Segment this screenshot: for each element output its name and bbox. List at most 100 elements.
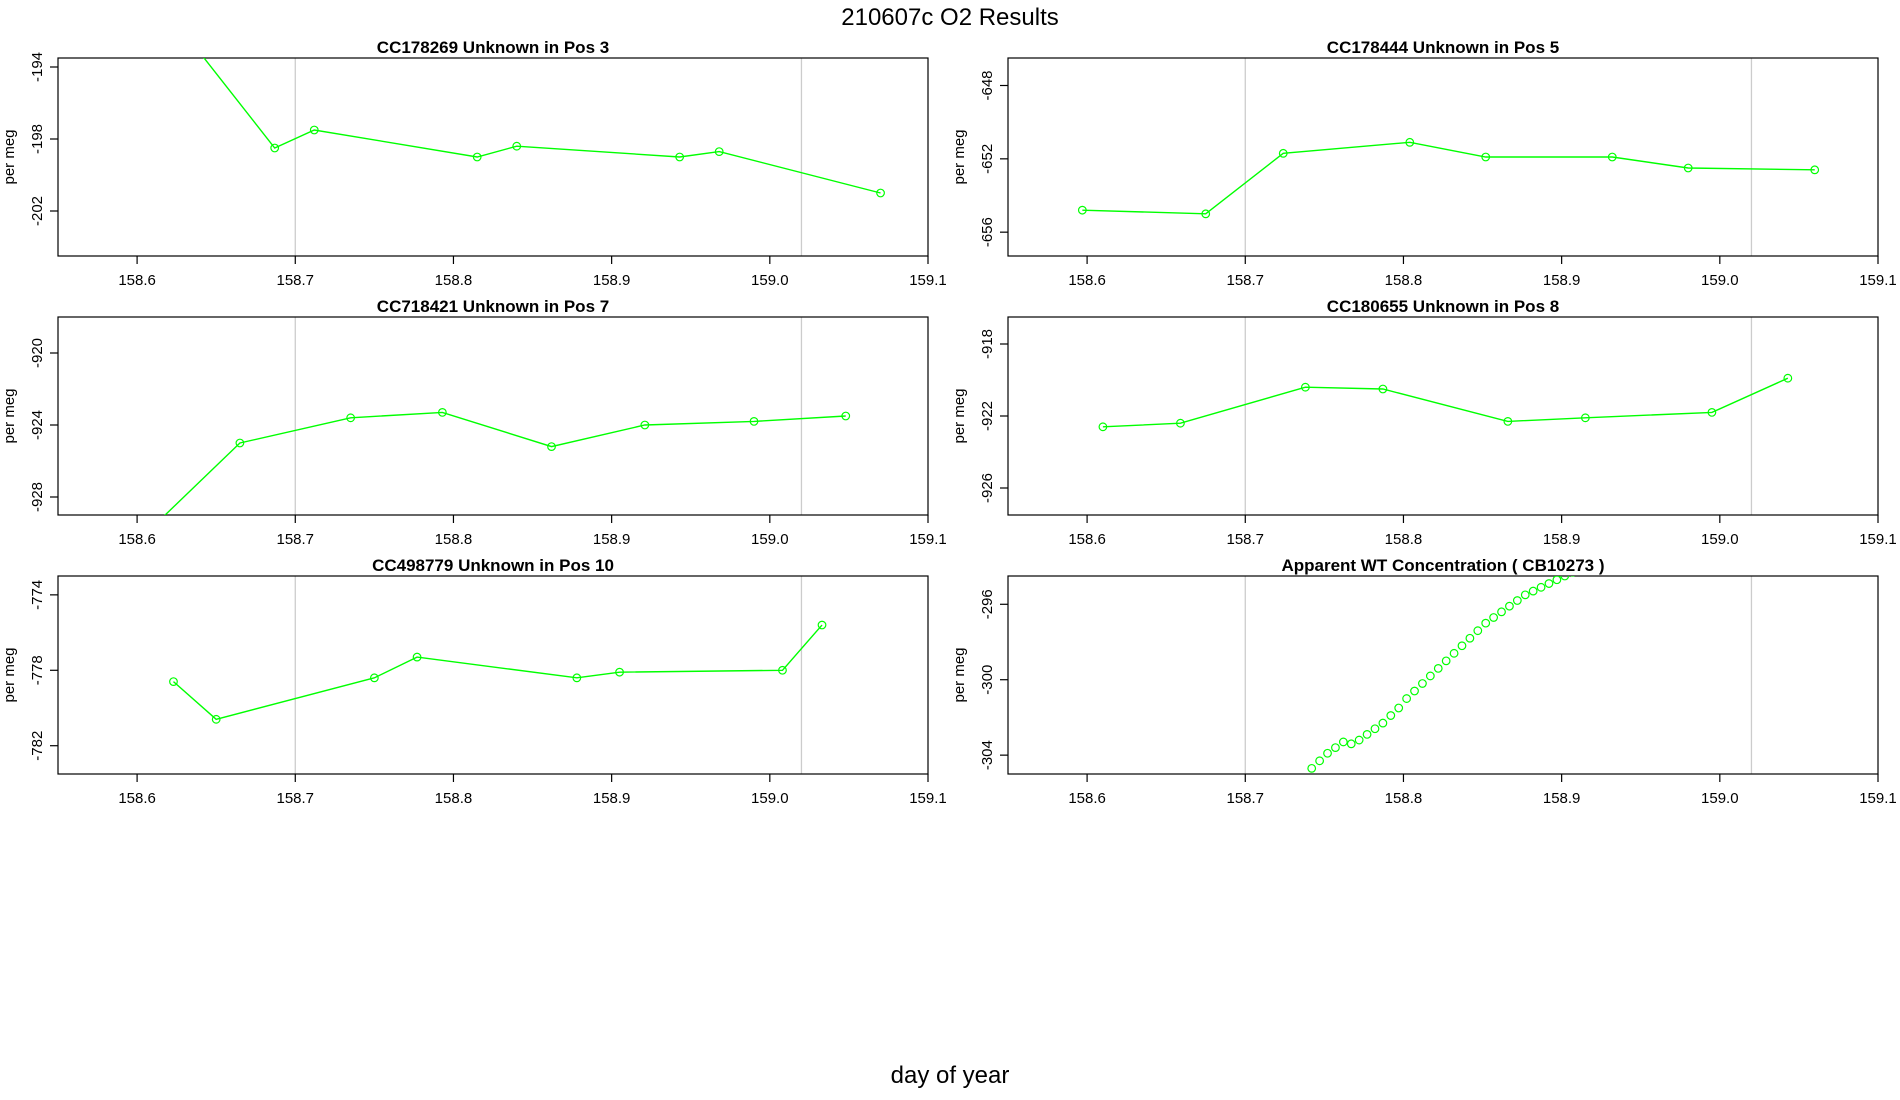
y-tick-label: -296 [979, 589, 996, 619]
x-tick-label: 159.0 [1701, 272, 1739, 289]
page-title: 210607c O2 Results [841, 4, 1059, 31]
chart-grid: CC178269 Unknown in Pos 3 158.6 158.7 158.8… [1, 9, 1897, 807]
data-point [346, 413, 356, 423]
data-point [1536, 582, 1546, 592]
x-tick-label: 158.6 [1068, 790, 1106, 807]
data-point [235, 438, 245, 448]
data-point [1098, 422, 1108, 432]
chart-panel-2: CC178444 Unknown in Pos 5 158.6 158.7 158.8… [951, 38, 1897, 289]
x-tick-label: 159.1 [1859, 531, 1897, 548]
data-point [1405, 137, 1415, 147]
x-tick-label: 158.9 [1543, 790, 1581, 807]
x-tick-label: 159.1 [1859, 790, 1897, 807]
data-point [1386, 711, 1396, 720]
data-point [1394, 703, 1404, 713]
x-tick-label: 159.1 [1859, 272, 1897, 289]
data-point [749, 417, 759, 426]
data-point [1201, 209, 1211, 219]
data-point [714, 147, 724, 157]
data-point [615, 667, 624, 677]
x-tick-label: 159.0 [751, 790, 789, 807]
series-line [203, 58, 881, 194]
series-group [1307, 576, 1575, 773]
y-tick-label: -304 [979, 740, 996, 770]
panel-title: CC498779 Unknown in Pos 10 [372, 556, 614, 575]
data-point [1331, 743, 1340, 752]
chart-panel-3: CC718421 Unknown in Pos 7 158.6 158.7 158.8… [1, 297, 947, 548]
x-tick-label: 158.7 [1226, 790, 1264, 807]
x-tick-label: 158.6 [118, 790, 156, 807]
y-tick-label: -648 [979, 70, 996, 100]
data-point [675, 152, 685, 162]
data-point [412, 652, 422, 662]
data-point [1552, 576, 1562, 585]
data-point [369, 673, 379, 683]
data-point [1544, 579, 1554, 588]
data-point [1810, 165, 1820, 175]
data-point [1307, 763, 1317, 773]
x-tick-label: 159.1 [909, 531, 947, 548]
plot-frame [1007, 316, 1879, 516]
x-tick-label: 158.9 [1543, 531, 1581, 548]
data-point [1783, 373, 1793, 383]
x-tick-label: 158.8 [1385, 531, 1423, 548]
data-point [1505, 601, 1514, 611]
data-point [1465, 633, 1475, 643]
data-point [1481, 618, 1491, 628]
data-point [1346, 739, 1356, 749]
plot-frame [1007, 575, 1879, 775]
y-axis-label: per meg [951, 129, 968, 184]
data-point [211, 714, 221, 724]
data-point [472, 152, 482, 162]
chart-panel-4: CC180655 Unknown in Pos 8 158.6 158.7 158.8… [951, 297, 1897, 548]
data-point [1425, 671, 1435, 681]
y-tick-label: -652 [979, 144, 996, 174]
data-point [572, 673, 582, 683]
x-tick-label: 159.0 [751, 272, 789, 289]
data-point [1489, 613, 1499, 622]
series-line [173, 624, 823, 721]
y-tick-label: -198 [29, 124, 46, 154]
data-point [1362, 730, 1372, 739]
panel-title: Apparent WT Concentration ( CB10273 ) [1281, 556, 1604, 575]
data-point [1528, 586, 1538, 596]
data-point [1402, 694, 1412, 703]
data-point [1338, 737, 1348, 747]
panel-title: CC178444 Unknown in Pos 5 [1327, 38, 1559, 57]
data-point [512, 141, 522, 151]
data-point [270, 143, 280, 153]
y-axis-label: per meg [1, 129, 18, 184]
x-tick-label: 158.6 [1068, 272, 1106, 289]
data-point [1481, 152, 1491, 162]
data-point [1315, 756, 1325, 766]
series-group [169, 620, 827, 724]
series-group [1077, 137, 1820, 219]
data-point [169, 677, 178, 686]
x-tick-label: 159.0 [1701, 531, 1739, 548]
data-point [1503, 417, 1513, 426]
panel-title: CC718421 Unknown in Pos 7 [377, 297, 609, 316]
data-point [1707, 408, 1717, 417]
data-point [1370, 724, 1380, 734]
x-tick-label: 158.7 [1226, 531, 1264, 548]
x-tick-label: 158.9 [593, 790, 631, 807]
data-point [1560, 576, 1570, 581]
data-point [1570, 576, 1575, 577]
series-group [1098, 373, 1793, 432]
data-point [1457, 641, 1467, 651]
x-tick-label: 158.8 [1385, 272, 1423, 289]
x-tick-label: 158.7 [1226, 272, 1264, 289]
series-group [164, 408, 851, 515]
data-point [165, 9, 173, 17]
data-point [1473, 626, 1483, 636]
data-point [1323, 748, 1332, 758]
data-point [1300, 382, 1310, 392]
x-tick-label: 158.9 [1543, 272, 1581, 289]
y-tick-label: -928 [29, 482, 46, 512]
y-tick-label: -924 [29, 410, 46, 440]
y-axis-label: per meg [1, 647, 18, 702]
chart-panel-6: Apparent WT Concentration ( CB10273 ) 158… [951, 556, 1897, 807]
data-point [778, 665, 787, 675]
y-tick-label: -926 [979, 473, 996, 503]
data-point [1497, 607, 1506, 617]
